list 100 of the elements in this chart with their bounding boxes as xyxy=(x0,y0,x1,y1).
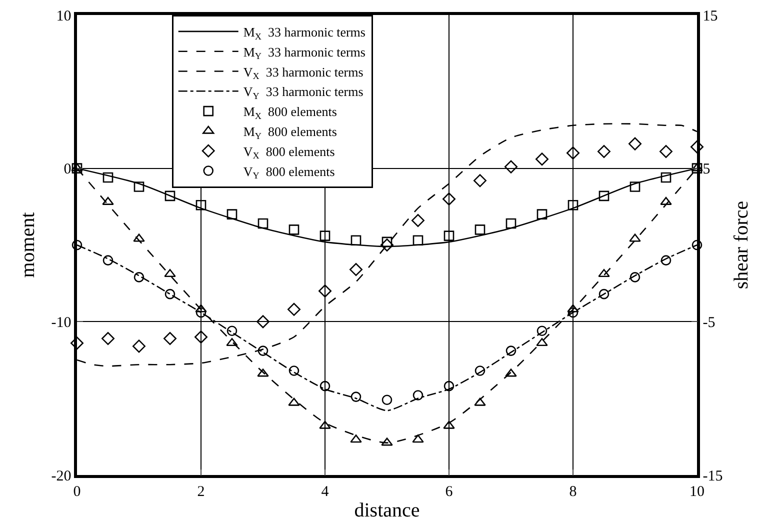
point xyxy=(288,224,300,235)
legend-label: V$_{X}$ 800 elements xyxy=(243,144,335,161)
point xyxy=(256,315,270,328)
point xyxy=(226,338,238,346)
point xyxy=(536,326,548,336)
point xyxy=(598,144,610,158)
point xyxy=(566,146,580,160)
point xyxy=(318,284,332,298)
point xyxy=(536,209,548,220)
y2-tick-label: -5 xyxy=(702,314,716,331)
point xyxy=(194,330,208,344)
legend-label: M$_{Y}$ 800 elements xyxy=(243,124,337,141)
y-tick-label: 0 xyxy=(64,162,72,178)
point xyxy=(320,230,330,241)
point xyxy=(320,380,330,392)
point xyxy=(412,214,424,227)
point xyxy=(536,152,548,166)
legend-label: M$_{Y}$ 33 harmonic terms xyxy=(243,44,366,62)
point xyxy=(506,218,516,229)
legend-label: V$_{Y}$ 800 elements xyxy=(243,164,335,181)
point xyxy=(102,255,114,266)
point xyxy=(350,263,362,276)
point xyxy=(288,398,300,406)
point xyxy=(474,366,486,376)
y-tick-label: 10 xyxy=(56,8,72,24)
x-tick-label: 6 xyxy=(445,484,454,500)
x-tick-label: 8 xyxy=(569,484,577,500)
legend-label: M$_{X}$ 800 elements xyxy=(243,104,337,121)
y-tick-label: -10 xyxy=(51,314,72,331)
point xyxy=(567,304,579,312)
point xyxy=(412,434,424,443)
point xyxy=(350,235,362,246)
point xyxy=(628,137,642,150)
point xyxy=(660,144,672,158)
point xyxy=(474,174,486,188)
point xyxy=(164,332,176,346)
legend-label: V$_{X}$ 33 harmonic terms xyxy=(243,64,364,82)
point xyxy=(598,190,610,202)
x-tick-label: 4 xyxy=(321,484,330,500)
point xyxy=(132,340,146,353)
point xyxy=(70,336,84,350)
point xyxy=(382,236,392,248)
point xyxy=(195,304,207,312)
point xyxy=(692,163,702,174)
point xyxy=(164,288,176,300)
point xyxy=(257,368,269,377)
point xyxy=(660,196,672,205)
point xyxy=(568,200,578,210)
point xyxy=(536,338,548,346)
point xyxy=(382,394,392,406)
point xyxy=(133,234,145,242)
point xyxy=(598,288,610,300)
point xyxy=(412,390,424,400)
y2-tick-label: 15 xyxy=(702,8,718,24)
legend-label: V$_{Y}$ 33 harmonic terms xyxy=(243,84,364,101)
point xyxy=(164,268,176,278)
point xyxy=(504,160,518,174)
point xyxy=(660,172,672,183)
point xyxy=(350,392,362,402)
y-axis-title: moment xyxy=(16,212,39,278)
point xyxy=(443,420,455,429)
y2-axis-title: shear force xyxy=(730,200,752,290)
point xyxy=(258,346,268,356)
point xyxy=(380,238,394,252)
point xyxy=(690,140,704,154)
point xyxy=(630,272,640,282)
point xyxy=(630,182,640,192)
point xyxy=(164,190,176,202)
x-axis-title: distance xyxy=(354,499,420,522)
point xyxy=(474,398,486,406)
legend-label: M$_{X}$ 33 harmonic terms xyxy=(243,24,366,42)
point xyxy=(506,346,516,356)
point xyxy=(134,182,144,192)
point xyxy=(444,230,454,241)
point xyxy=(134,272,144,282)
point xyxy=(442,192,456,206)
point xyxy=(226,326,238,336)
y-tick-label: -20 xyxy=(51,468,72,484)
point xyxy=(72,163,82,174)
point xyxy=(196,200,206,210)
point xyxy=(444,380,454,392)
point xyxy=(629,234,641,242)
point xyxy=(505,368,517,377)
x-tick-label: 2 xyxy=(197,484,205,500)
point xyxy=(102,196,114,205)
point xyxy=(350,434,362,443)
point xyxy=(102,172,114,183)
point xyxy=(598,268,610,278)
y2-tick-label: -15 xyxy=(702,468,723,484)
point xyxy=(258,218,268,229)
point xyxy=(102,332,114,346)
point xyxy=(474,224,486,235)
y2-tick-label: 5 xyxy=(702,162,710,178)
x-tick-label: 10 xyxy=(690,484,704,500)
point xyxy=(288,302,300,316)
point xyxy=(660,255,672,266)
point xyxy=(412,235,424,246)
point xyxy=(288,366,300,376)
point xyxy=(381,438,393,446)
point xyxy=(319,420,331,429)
